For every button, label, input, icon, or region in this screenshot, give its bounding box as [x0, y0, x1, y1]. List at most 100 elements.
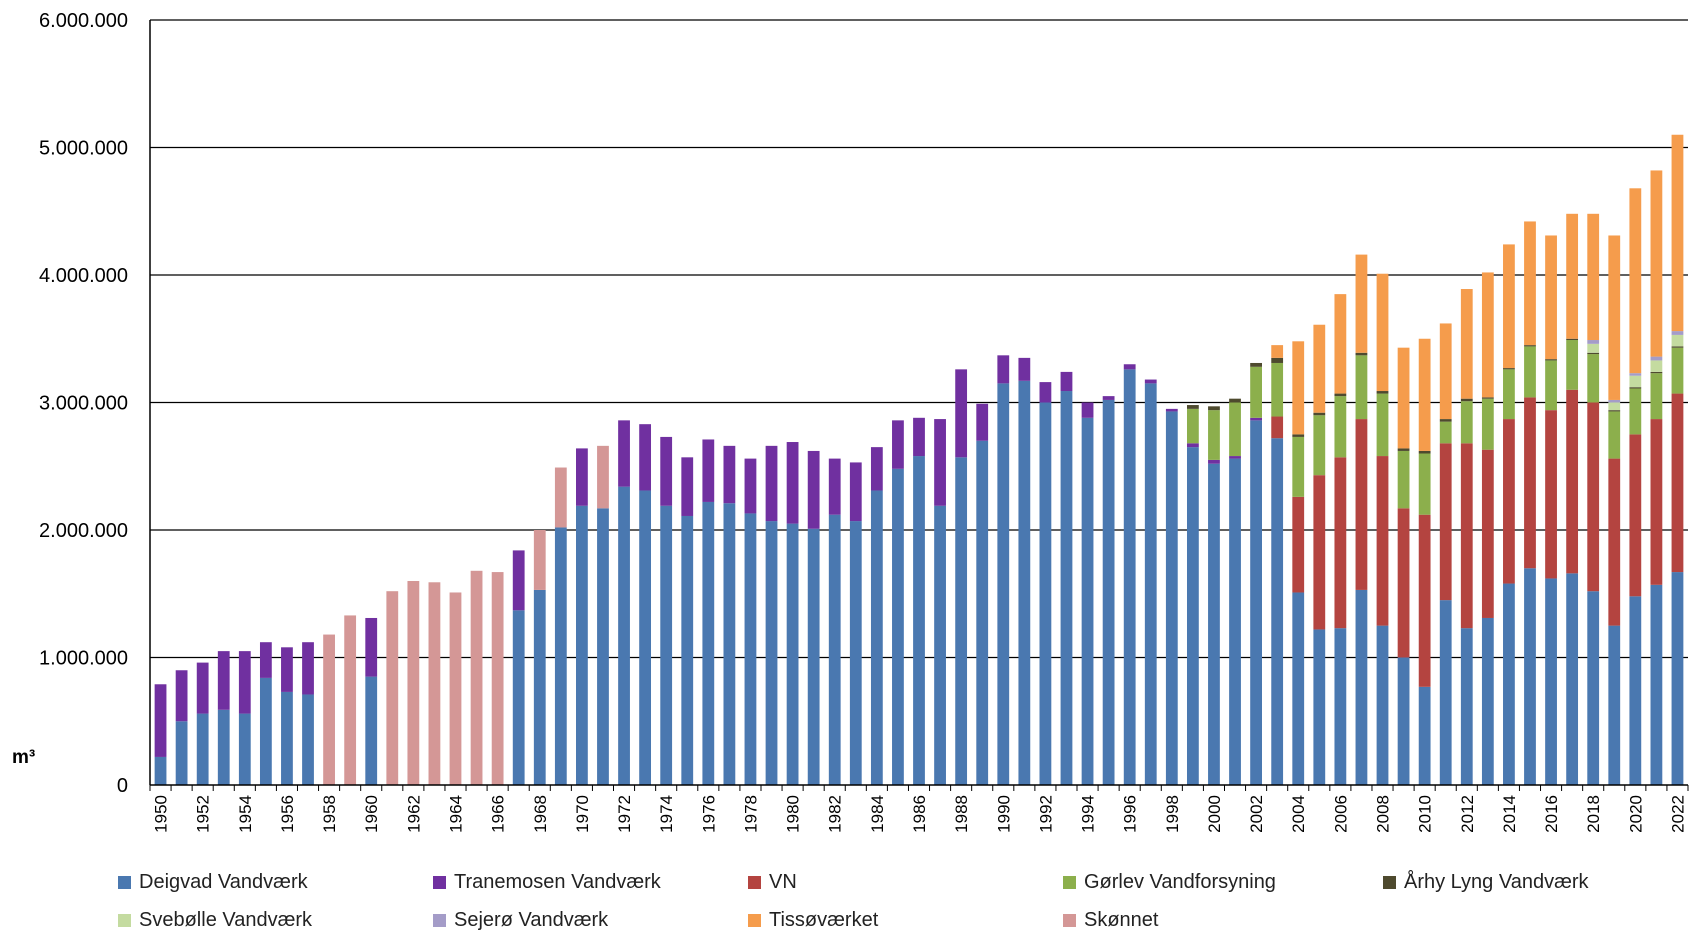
bar-segment [259, 677, 272, 785]
bar-segment [1481, 397, 1494, 399]
bar-segment [1376, 456, 1389, 626]
bar-segment [1292, 434, 1305, 437]
bar-segment [1081, 402, 1094, 418]
bar-segment [554, 527, 567, 785]
bar-segment [1566, 573, 1579, 785]
bar-segment [1587, 340, 1600, 344]
bar-segment [955, 369, 968, 458]
bar-segment [870, 447, 883, 491]
x-tick-label: 1996 [1121, 795, 1140, 833]
bar-segment [660, 505, 673, 785]
bar-segment [1650, 360, 1663, 372]
bar-segment [1418, 686, 1431, 785]
bar-segment [1566, 340, 1579, 390]
bar-segment [997, 383, 1010, 785]
bar-segment [1292, 592, 1305, 785]
bar-segment [1460, 401, 1473, 444]
bar-segment [428, 582, 441, 785]
bar-segment [1186, 447, 1199, 785]
bar-segment [1229, 398, 1241, 403]
bar-segment [849, 521, 862, 785]
legend-label: VN [769, 870, 797, 893]
legend-swatch [748, 913, 761, 927]
bar-segment [1123, 364, 1136, 370]
y-tick-labels: 0 1.000.000 2.000.000 3.000.000 4.000.000 5.0… [39, 10, 128, 797]
bar-segment [1587, 402, 1600, 592]
legend-swatch [118, 875, 131, 889]
bar-segment [1671, 334, 1684, 347]
bar-segment [1671, 393, 1684, 573]
legend-label: Deigvad Vandværk [139, 870, 308, 893]
bar-segment [1376, 273, 1389, 392]
bar-segment [1334, 396, 1347, 458]
chart-legend: Deigvad Vandværk Tranemosen Vandværk VN Gør… [118, 869, 1678, 933]
x-tick-label: 1954 [236, 795, 255, 833]
bar-segment [1250, 362, 1262, 367]
bar-segment [1503, 244, 1515, 369]
bar-segment [1334, 628, 1347, 785]
bar-segment [1671, 331, 1684, 335]
bar-segment [1629, 596, 1642, 785]
x-tick-label: 2010 [1416, 795, 1435, 833]
legend-item: Skønnet [1063, 907, 1158, 933]
x-tick-label: 1962 [404, 795, 423, 833]
bar-segment [1313, 629, 1326, 785]
bar-segment [407, 581, 420, 785]
bar-segment [1250, 417, 1262, 421]
bar-segment [1503, 583, 1515, 785]
bar-segment [259, 642, 272, 678]
bar-segment [365, 617, 378, 677]
bar-segment [744, 513, 757, 785]
bar-segment [1503, 368, 1515, 370]
bar-series-group [154, 134, 1684, 785]
bar-segment [1608, 410, 1621, 412]
bar-segment [154, 684, 167, 757]
bar-segment [1439, 600, 1452, 785]
bar-segment [849, 462, 862, 522]
x-tick-label: 1950 [152, 795, 171, 833]
bar-segment [1208, 406, 1220, 411]
bar-segment [955, 457, 968, 785]
bar-segment [1503, 369, 1515, 420]
bar-segment [1060, 371, 1073, 392]
x-tick-label: 1986 [910, 795, 929, 833]
bar-segment [1545, 360, 1557, 411]
bar-segment [1524, 345, 1536, 347]
bar-segment [976, 440, 989, 785]
bar-segment [1481, 398, 1494, 450]
y-tick-label: 3.000.000 [39, 393, 128, 415]
bar-segment [1123, 369, 1136, 785]
bar-segment [1102, 396, 1115, 400]
bar-segment [1334, 294, 1347, 394]
bar-segment [1481, 449, 1494, 618]
bar-segment [1271, 345, 1284, 358]
bar-segment [1460, 289, 1473, 399]
legend-item: Svebølle Vandværk [118, 907, 312, 933]
bar-segment [1566, 389, 1579, 574]
bar-segment [1397, 508, 1410, 658]
bar-segment [281, 647, 293, 692]
bar-segment [1671, 346, 1684, 348]
x-tick-label: 2012 [1458, 795, 1477, 833]
bar-segment [744, 458, 757, 514]
bar-segment [512, 610, 525, 785]
bar-segment [1292, 496, 1305, 593]
legend-item: Tranemosen Vandværk [433, 869, 661, 895]
bar-segment [765, 445, 778, 522]
bar-segment [913, 456, 925, 785]
y-tick-label: 1.000.000 [39, 648, 128, 670]
bar-segment [913, 417, 925, 457]
bar-segment [828, 514, 841, 785]
bar-segment [1292, 341, 1305, 435]
bar-segment [1039, 402, 1052, 785]
bar-segment [618, 420, 630, 487]
bar-segment [196, 662, 209, 714]
bar-segment [1671, 572, 1684, 785]
bar-segment [1545, 410, 1557, 579]
legend-item: VN [748, 869, 797, 895]
y-tick-label: 5.000.000 [39, 138, 128, 160]
gridlines [150, 19, 1688, 659]
bar-segment [1566, 213, 1579, 339]
bar-segment [765, 521, 778, 785]
bar-segment [470, 570, 483, 785]
